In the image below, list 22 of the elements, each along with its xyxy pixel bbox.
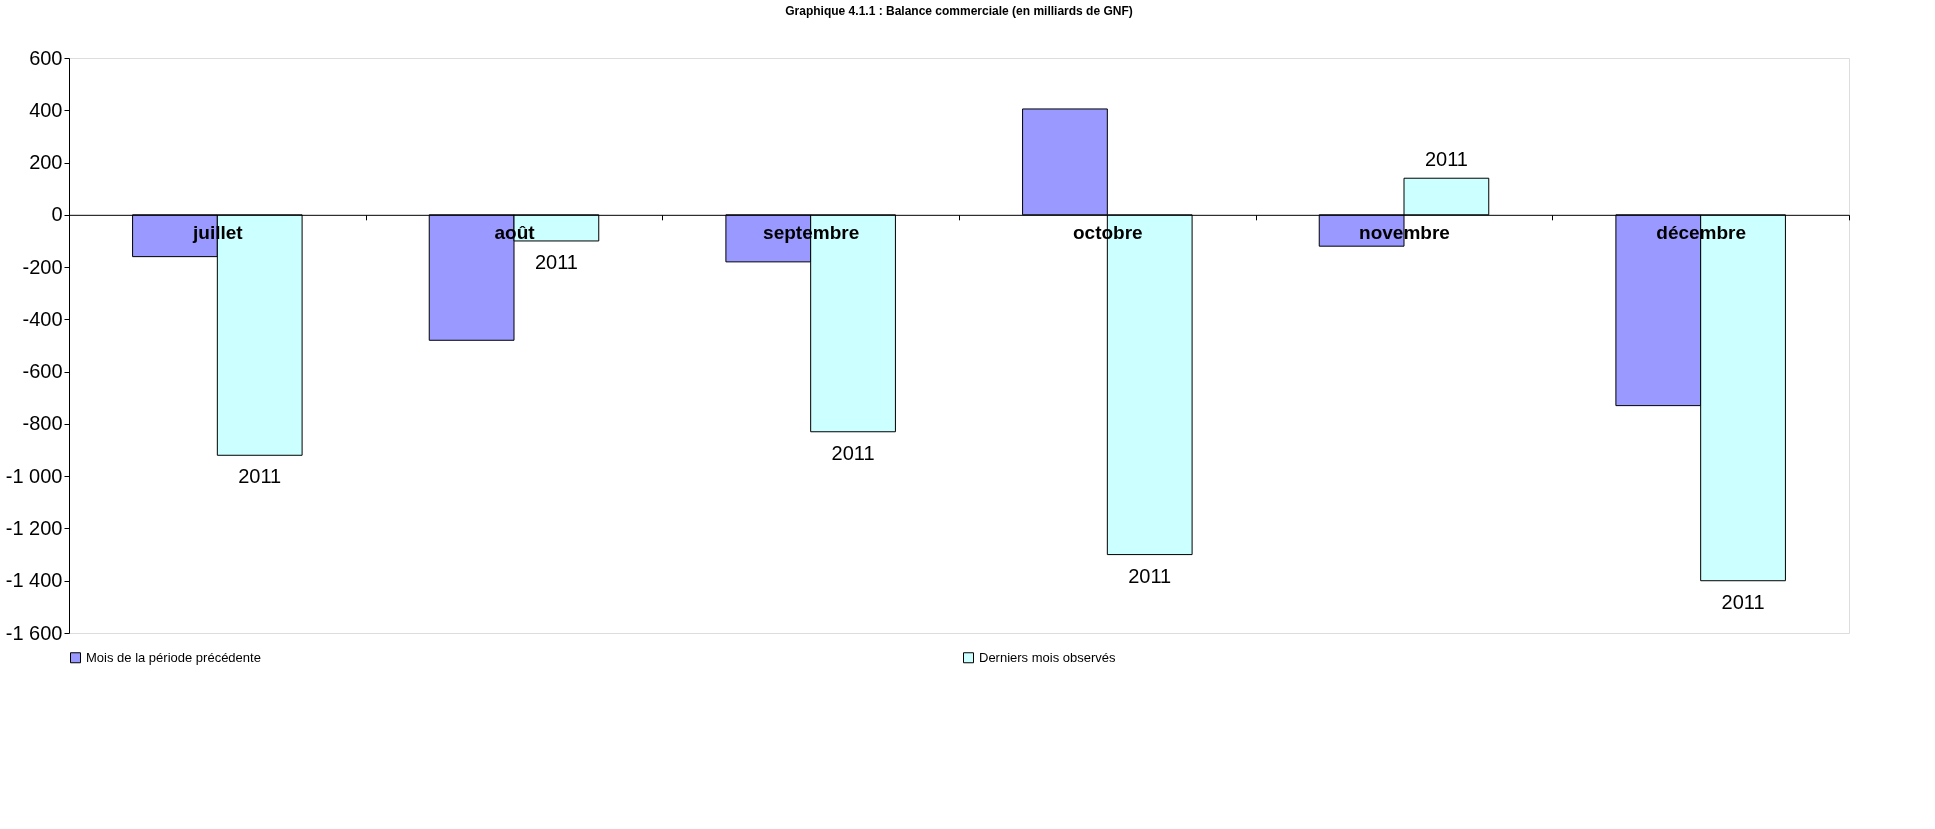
y-tick-label: -400 xyxy=(22,307,63,330)
y-tick-label: -1 600 xyxy=(5,621,63,644)
y-tick-label: -1 200 xyxy=(5,516,63,539)
y-tick-label: 0 xyxy=(51,203,63,226)
annotation: 2011 xyxy=(1721,590,1765,613)
annotation: 2011 xyxy=(831,441,875,464)
annotation: 2011 xyxy=(1424,148,1468,171)
y-tick-label: -1 000 xyxy=(5,464,63,487)
annotation: 2011 xyxy=(1128,564,1172,587)
y-tick-label: -1 400 xyxy=(5,569,63,592)
y-tick-label: 400 xyxy=(29,98,63,121)
annotation: 2011 xyxy=(238,465,282,488)
y-tick-label: 200 xyxy=(29,151,63,174)
annotation: 2011 xyxy=(534,250,578,273)
legend-label: Derniers mois observés xyxy=(979,649,1117,665)
chart-title: Graphique 4.1.1 : Balance commerciale (en milliards de GNF) xyxy=(785,4,1133,18)
y-tick-label: -200 xyxy=(22,255,63,278)
y-tick-label: -600 xyxy=(22,360,63,383)
y-tick-label: 600 xyxy=(29,46,63,69)
legend-label: Mois de la période précédente xyxy=(86,649,261,665)
y-tick-label: -800 xyxy=(22,412,63,435)
x-tick-label: novembre xyxy=(1359,222,1450,244)
